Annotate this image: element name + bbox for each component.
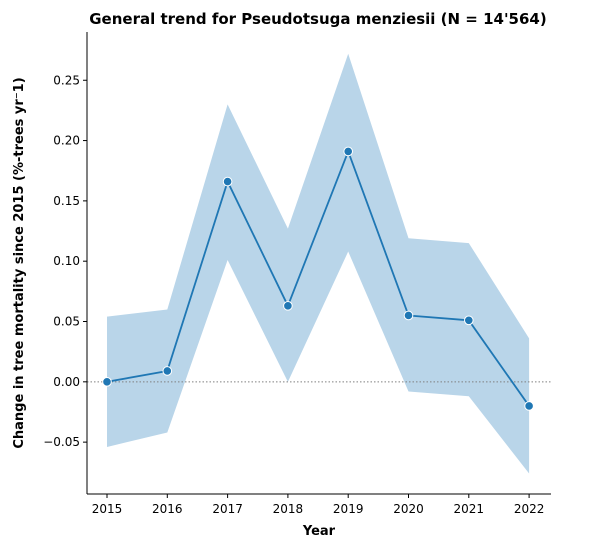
data-point-2017 [222, 176, 233, 187]
series-line [106, 150, 530, 407]
x-tick-label-2019: 2019 [333, 502, 364, 516]
data-point-2016 [162, 366, 173, 376]
data-point-2020 [403, 310, 414, 321]
data-point-2021 [464, 315, 474, 326]
plot-area: 2015 2016 2017 2018 2019 2020 2021 2022 −0.05 0.0… [43, 32, 551, 516]
data-point-2015 [102, 377, 112, 387]
y-tick-label-4: 0.15 [53, 194, 80, 208]
data-point-2018 [283, 301, 293, 311]
x-tick-label-2016: 2016 [152, 502, 183, 516]
x-tick-label-2022: 2022 [514, 502, 545, 516]
x-tick-label-2020: 2020 [393, 502, 424, 516]
y-tick-label-0: −0.05 [43, 435, 80, 449]
y-tick-label-2: 0.05 [53, 315, 80, 329]
x-tick-label-2015: 2015 [92, 502, 123, 516]
confidence-band [107, 53, 530, 474]
x-tick-label-2021: 2021 [454, 502, 485, 516]
chart-title: General trend for Pseudotsuga menziesii … [89, 10, 546, 28]
y-tick-label-3: 0.10 [53, 254, 80, 268]
data-point-2019 [343, 146, 354, 157]
data-point-2022 [524, 401, 534, 411]
y-axis-label: Change in tree mortality since 2015 (%-t… [12, 77, 27, 448]
x-axis-label: Year [302, 524, 336, 539]
y-tick-label-1: 0.00 [53, 375, 80, 389]
x-tick-label-2018: 2018 [273, 502, 304, 516]
x-tick-label-2017: 2017 [212, 502, 243, 516]
y-tick-label-6: 0.25 [53, 73, 80, 87]
y-tick-label-5: 0.20 [53, 134, 80, 148]
